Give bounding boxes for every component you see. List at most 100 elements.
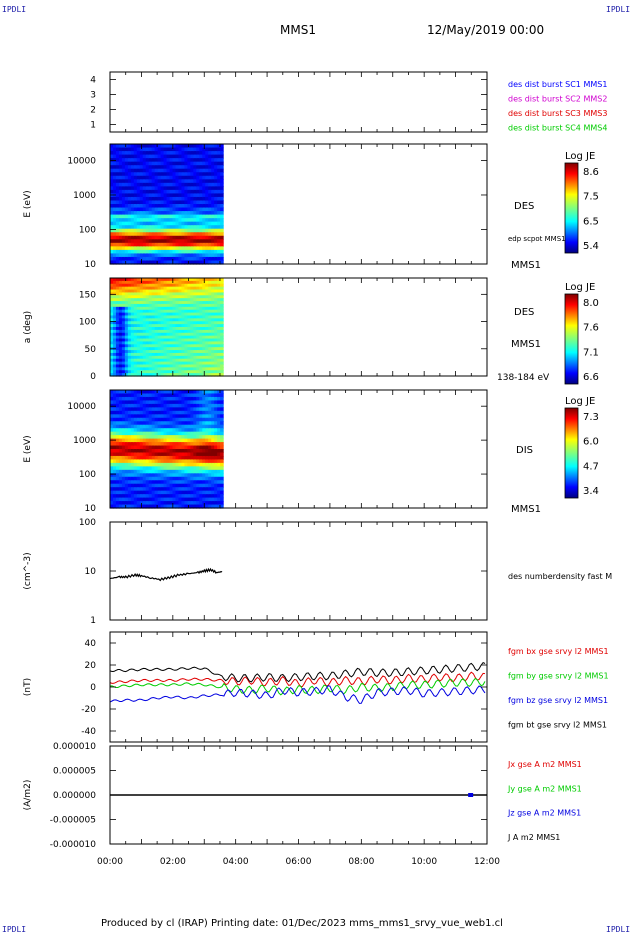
spectrogram-cell <box>130 168 135 173</box>
spectrogram-cell <box>160 154 165 159</box>
spectrogram-cell <box>169 211 174 216</box>
spectrogram-cell <box>211 442 215 447</box>
spectrogram-cell <box>178 253 183 258</box>
spectrogram-cell <box>211 452 215 457</box>
spectrogram-cell <box>151 373 156 377</box>
spectrogram-cell <box>208 504 212 509</box>
spectrogram-cell <box>136 179 141 184</box>
spectrogram-cell <box>184 246 188 251</box>
spectrogram-cell <box>139 221 144 226</box>
spectrogram-cell <box>127 221 132 226</box>
spectrogram-cell <box>184 211 188 216</box>
spectrogram-cell <box>190 438 194 443</box>
spectrogram-cell <box>154 438 159 443</box>
spectrogram-cell <box>187 161 191 166</box>
spectrogram-cell <box>136 459 141 464</box>
spectrogram-cell <box>145 338 150 343</box>
spectrogram-cell <box>184 239 188 244</box>
spectrogram-cell <box>187 347 191 351</box>
spectrogram-cell <box>133 400 138 405</box>
spectrogram-cell <box>110 338 114 343</box>
spectrogram-cell <box>184 469 188 474</box>
spectrogram-cell <box>205 165 209 170</box>
spectrogram-cell <box>151 235 156 240</box>
spectrogram-cell <box>214 390 218 395</box>
spectrogram-cell <box>211 165 215 170</box>
spectrogram-cell <box>190 147 194 152</box>
spectrogram-cell <box>145 341 150 345</box>
spectrogram-cell <box>187 289 191 294</box>
spectrogram-cell <box>110 483 114 488</box>
spectrogram-cell <box>133 298 138 302</box>
spectrogram-cell <box>211 431 215 436</box>
spectrogram-cell <box>110 390 114 395</box>
spectrogram-cell <box>124 364 129 368</box>
spectrogram-cell <box>178 286 183 291</box>
spectrogram-cell <box>136 306 141 311</box>
spectrogram-cell <box>172 225 177 230</box>
spectrogram-cell <box>112 306 117 311</box>
spectrogram-cell <box>196 417 200 422</box>
spectrogram-cell <box>133 289 138 294</box>
spectrogram-cell <box>166 221 171 226</box>
spectrogram-cell <box>142 462 147 467</box>
spectrogram-cell <box>214 452 218 457</box>
spectrogram-cell <box>193 396 197 402</box>
spectrogram-cell <box>133 332 138 337</box>
spectrogram-cell <box>169 504 174 509</box>
spectrogram-cell <box>217 361 221 366</box>
y-tick-label: 1 <box>90 121 96 131</box>
spectrogram-cell <box>136 452 141 457</box>
spectrogram-cell <box>121 235 126 240</box>
spectrogram-cell <box>166 449 171 454</box>
spectrogram-cell <box>154 196 159 202</box>
spectrogram-cell <box>187 154 191 159</box>
spectrogram-cell <box>205 242 209 247</box>
spectrogram-cell <box>115 175 120 180</box>
spectrogram-cell <box>133 361 138 366</box>
spectrogram-cell <box>214 249 218 255</box>
spectrogram-cell <box>196 424 200 429</box>
spectrogram-cell <box>205 225 209 230</box>
spectrogram-cell <box>110 335 114 340</box>
y-tick-label: 0 <box>90 372 96 382</box>
spectrogram-cell <box>163 242 168 247</box>
spectrogram-cell <box>193 438 197 443</box>
spectrogram-cell <box>178 280 183 285</box>
spectrogram-cell <box>127 466 132 471</box>
spectrogram-cell <box>169 442 174 447</box>
magnetic-field-line <box>109 685 486 704</box>
spectrogram-cell <box>145 235 150 240</box>
spectrogram-cell <box>115 196 120 202</box>
spectrogram-cell <box>121 158 126 163</box>
spectrogram-cell <box>160 283 165 288</box>
spectrogram-cell <box>133 207 138 212</box>
spectrogram-cell <box>208 211 212 216</box>
spectrogram-cell <box>157 280 162 285</box>
spectrogram-cell <box>163 327 168 331</box>
spectrogram-cell <box>115 218 120 223</box>
spectrogram-cell <box>205 253 209 258</box>
spectrogram-cell <box>157 218 162 223</box>
spectrogram-cell <box>127 186 132 191</box>
spectrogram-cell <box>190 400 194 405</box>
spectrogram-cell <box>199 239 203 244</box>
spectrogram-cell <box>178 358 183 363</box>
spectrogram-cell <box>130 193 135 198</box>
spectrogram-cell <box>139 445 144 450</box>
spectrogram-cell <box>178 428 183 433</box>
spectrogram-cell <box>187 501 191 506</box>
spectrogram-cell <box>196 327 200 331</box>
spectrogram-cell <box>121 490 126 495</box>
spectrogram-cell <box>169 306 174 311</box>
spectrogram-cell <box>160 504 165 509</box>
spectrogram-cell <box>112 358 117 363</box>
x-tick-label: 08:00 <box>348 857 374 867</box>
spectrogram-cell <box>181 329 186 334</box>
spectrogram-cell <box>151 303 156 308</box>
spectrogram-cell <box>193 228 197 233</box>
spectrogram-cell <box>145 218 150 223</box>
spectrogram-cell <box>112 144 117 149</box>
spectrogram-cell <box>163 172 168 177</box>
spectrogram-cell <box>202 476 206 481</box>
